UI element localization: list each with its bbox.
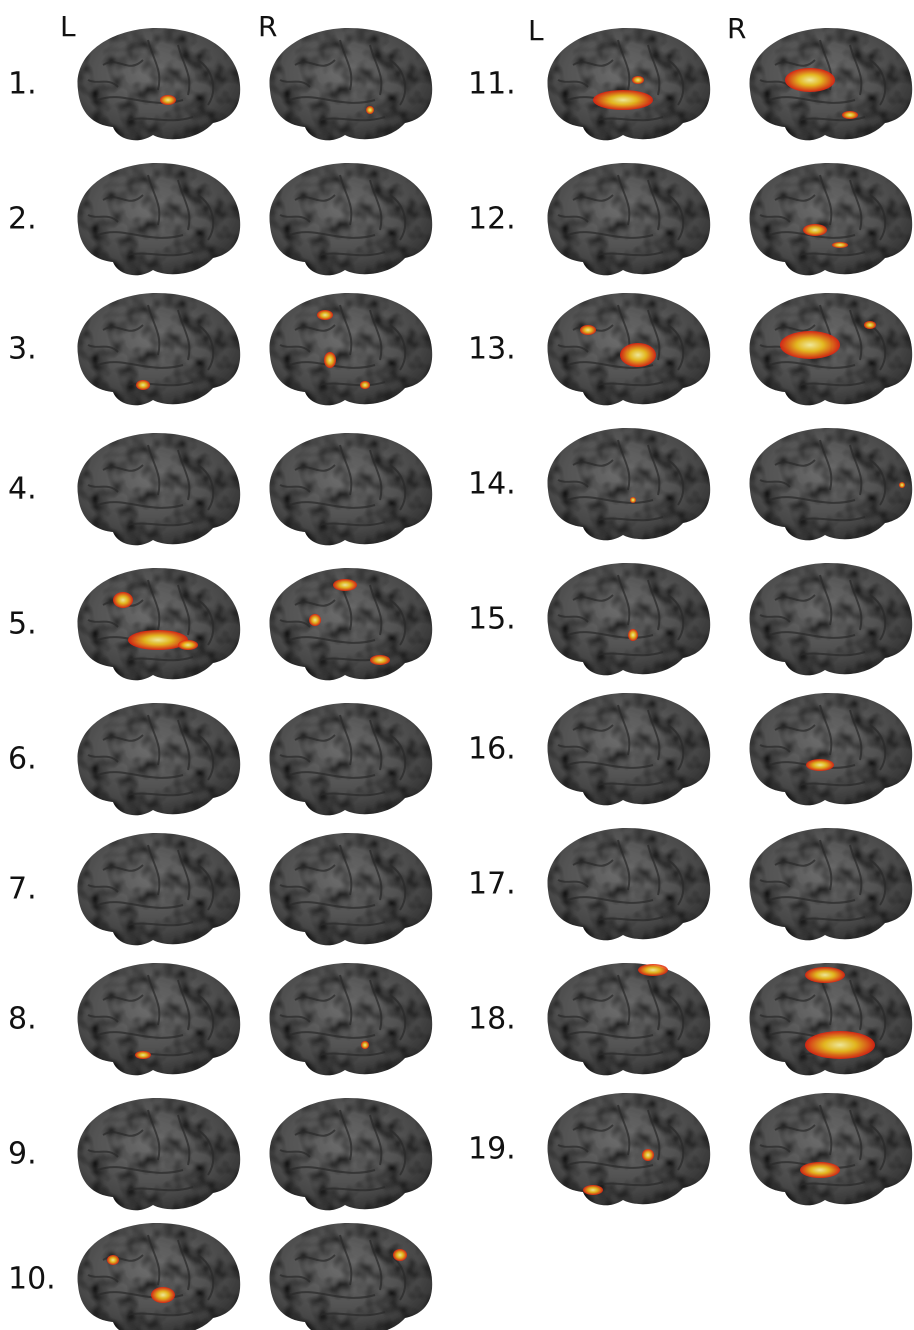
brain-render	[270, 963, 433, 1075]
brain-render	[548, 693, 711, 805]
brain-render	[270, 163, 433, 275]
row-label: 11.	[468, 67, 516, 102]
hemisphere-label: R	[258, 10, 277, 43]
row-label: 12.	[468, 202, 516, 237]
brain-render	[548, 28, 711, 140]
row-label: 6.	[8, 742, 37, 777]
activation	[309, 614, 321, 626]
brain-render	[78, 833, 241, 945]
brain-render	[750, 963, 913, 1075]
brain-render	[78, 293, 241, 405]
brain-render	[78, 963, 241, 1075]
activation	[370, 655, 390, 665]
activation	[593, 90, 653, 110]
activation	[803, 224, 827, 236]
brain-render	[270, 703, 433, 815]
row-label: 2.	[8, 202, 37, 237]
activation	[393, 1249, 407, 1261]
activation	[136, 380, 150, 390]
activation	[366, 106, 374, 114]
activation	[580, 325, 596, 335]
row-label: 16.	[468, 732, 516, 767]
brain-render	[270, 1223, 433, 1330]
activation	[361, 1041, 369, 1049]
brain-render	[270, 293, 433, 405]
activation	[333, 579, 357, 591]
activation	[628, 629, 638, 641]
activation	[317, 310, 333, 320]
brain-render	[270, 568, 433, 680]
brain-render	[548, 428, 711, 540]
activation	[583, 1185, 603, 1195]
row-label: 1.	[8, 67, 37, 102]
brain-render	[548, 963, 711, 1075]
brain-render	[548, 163, 711, 275]
brain-render	[750, 28, 913, 140]
row-label: 5.	[8, 607, 37, 642]
brain-render	[750, 563, 913, 675]
activation	[632, 76, 644, 84]
activation	[899, 482, 905, 488]
activation	[107, 1255, 119, 1265]
brain-render	[548, 828, 711, 940]
brain-render	[750, 828, 913, 940]
brain-render	[548, 1093, 711, 1205]
hemisphere-label: R	[727, 12, 746, 45]
brain-render	[750, 293, 913, 405]
hemisphere-label: L	[60, 10, 76, 43]
activation	[135, 1051, 151, 1059]
activation	[630, 497, 636, 503]
row-label: 9.	[8, 1137, 37, 1172]
activation	[780, 331, 840, 359]
activation	[360, 381, 370, 389]
row-label: 7.	[8, 872, 37, 907]
brain-render	[270, 1098, 433, 1210]
activation	[806, 759, 834, 771]
brain-render	[750, 1093, 913, 1205]
brain-render	[78, 568, 241, 680]
activation	[785, 68, 835, 92]
brain-render	[750, 693, 913, 805]
brain-render	[78, 1098, 241, 1210]
row-label: 3.	[8, 332, 37, 367]
brain-render	[270, 433, 433, 545]
row-label: 8.	[8, 1002, 37, 1037]
row-label: 13.	[468, 332, 516, 367]
brain-render	[270, 833, 433, 945]
activation	[864, 321, 876, 329]
row-label: 17.	[468, 867, 516, 902]
brain-render	[78, 703, 241, 815]
row-label: 10.	[8, 1262, 56, 1297]
figure: L R L R 1. 2. 3. 4. 5. 6. 7. 8. 9. 10. 11. 12. 13. 14…	[0, 0, 914, 1330]
brain-render	[750, 163, 913, 275]
brain-render	[270, 28, 433, 140]
brain-render	[78, 1223, 241, 1330]
row-label: 18.	[468, 1002, 516, 1037]
activation	[638, 964, 668, 976]
hemisphere-label: L	[528, 14, 544, 47]
brain-render	[78, 28, 241, 140]
activation	[842, 111, 858, 119]
brain-render	[548, 563, 711, 675]
activation	[832, 242, 848, 248]
brain-render	[78, 433, 241, 545]
activation	[642, 1149, 654, 1161]
brain-render	[750, 428, 913, 540]
activation	[805, 1031, 875, 1059]
activation	[151, 1287, 175, 1303]
activation	[160, 95, 176, 105]
row-label: 4.	[8, 472, 37, 507]
brain-render	[548, 293, 711, 405]
activation	[620, 343, 656, 367]
activation	[113, 592, 133, 608]
row-label: 15.	[468, 602, 516, 637]
activation	[805, 967, 845, 983]
row-label: 14.	[468, 467, 516, 502]
row-label: 19.	[468, 1132, 516, 1167]
brain-render	[78, 163, 241, 275]
activation	[800, 1162, 840, 1178]
activation	[324, 352, 336, 368]
activation	[178, 640, 198, 650]
